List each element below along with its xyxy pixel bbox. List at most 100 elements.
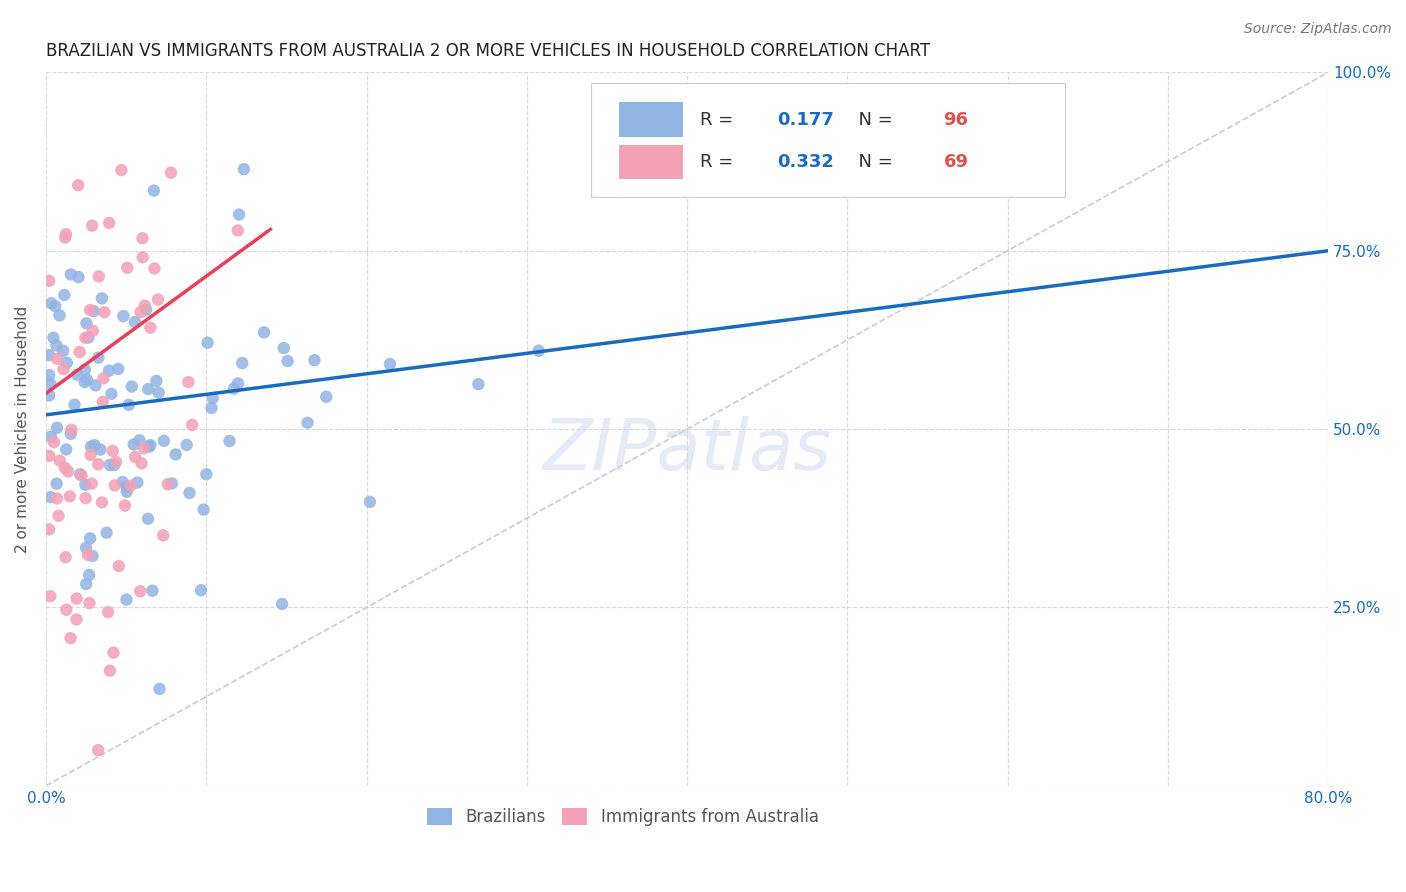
Immigrants from Australia — [52, 362, 75, 376]
Immigrants from Australia — [48, 508, 70, 523]
Brazilians — [359, 495, 381, 509]
Immigrants from Australia — [77, 548, 100, 562]
Brazilians — [115, 484, 138, 499]
Brazilians — [82, 549, 104, 563]
Text: 96: 96 — [943, 111, 969, 128]
Immigrants from Australia — [108, 559, 131, 574]
Brazilians — [271, 597, 294, 611]
Brazilians — [69, 467, 91, 482]
Immigrants from Australia — [131, 456, 153, 470]
Immigrants from Australia — [139, 320, 162, 334]
Immigrants from Australia — [87, 743, 110, 757]
Brazilians — [136, 512, 159, 526]
Brazilians — [46, 421, 69, 435]
Immigrants from Australia — [93, 305, 115, 319]
Brazilians — [44, 299, 66, 313]
Text: N =: N = — [848, 111, 898, 128]
Immigrants from Australia — [114, 499, 136, 513]
Brazilians — [66, 368, 89, 382]
Brazilians — [80, 440, 103, 454]
Brazilians — [122, 437, 145, 451]
Immigrants from Australia — [143, 261, 166, 276]
Text: 0.177: 0.177 — [776, 111, 834, 128]
Text: Source: ZipAtlas.com: Source: ZipAtlas.com — [1244, 22, 1392, 37]
Text: 0.332: 0.332 — [776, 153, 834, 171]
Brazilians — [107, 362, 129, 376]
Brazilians — [232, 162, 254, 177]
Brazilians — [76, 316, 98, 330]
Brazilians — [89, 442, 111, 457]
Brazilians — [87, 351, 110, 365]
Immigrants from Australia — [45, 491, 67, 506]
Brazilians — [218, 434, 240, 448]
Legend: Brazilians, Immigrants from Australia: Brazilians, Immigrants from Australia — [419, 800, 827, 835]
Brazilians — [103, 458, 125, 472]
Brazilians — [231, 356, 253, 370]
Immigrants from Australia — [226, 223, 249, 237]
Brazilians — [226, 376, 249, 391]
Immigrants from Australia — [55, 603, 77, 617]
Brazilians — [200, 401, 222, 415]
Immigrants from Australia — [38, 274, 60, 288]
Brazilians — [127, 475, 149, 490]
Brazilians — [90, 291, 112, 305]
Brazilians — [201, 391, 224, 405]
Brazilians — [195, 467, 218, 482]
Brazilians — [73, 375, 96, 389]
Brazilians — [160, 476, 183, 491]
Brazilians — [38, 368, 60, 382]
Brazilians — [98, 458, 121, 472]
Text: BRAZILIAN VS IMMIGRANTS FROM AUSTRALIA 2 OR MORE VEHICLES IN HOUSEHOLD CORRELATI: BRAZILIAN VS IMMIGRANTS FROM AUSTRALIA 2… — [46, 42, 931, 60]
Brazilians — [378, 357, 401, 371]
Immigrants from Australia — [60, 423, 83, 437]
Brazilians — [115, 480, 138, 494]
Brazilians — [115, 592, 138, 607]
Brazilians — [97, 364, 120, 378]
Brazilians — [228, 208, 250, 222]
Brazilians — [79, 532, 101, 546]
Immigrants from Australia — [120, 478, 142, 492]
Brazilians — [73, 362, 96, 376]
Brazilians — [141, 583, 163, 598]
Brazilians — [77, 330, 100, 344]
Brazilians — [190, 583, 212, 598]
Immigrants from Australia — [129, 305, 152, 319]
Brazilians — [41, 296, 63, 310]
Text: R =: R = — [700, 111, 740, 128]
Text: R =: R = — [700, 153, 740, 171]
Brazilians — [277, 354, 299, 368]
Brazilians — [76, 372, 98, 386]
Brazilians — [527, 343, 550, 358]
Brazilians — [111, 475, 134, 489]
Brazilians — [39, 430, 62, 444]
Brazilians — [38, 388, 60, 402]
Brazilians — [315, 390, 337, 404]
Immigrants from Australia — [87, 457, 110, 471]
Brazilians — [63, 398, 86, 412]
Brazilians — [42, 331, 65, 345]
Text: ZIPatlas: ZIPatlas — [543, 416, 831, 485]
Immigrants from Australia — [104, 455, 127, 469]
Brazilians — [135, 302, 157, 317]
Brazilians — [297, 416, 319, 430]
Brazilians — [197, 335, 219, 350]
Immigrants from Australia — [55, 550, 77, 565]
Brazilians — [75, 541, 97, 555]
Immigrants from Australia — [110, 163, 132, 178]
Brazilians — [118, 398, 141, 412]
Brazilians — [83, 438, 105, 452]
Brazilians — [59, 268, 82, 282]
Brazilians — [83, 304, 105, 318]
Immigrants from Australia — [82, 219, 104, 233]
Immigrants from Australia — [91, 395, 114, 409]
Immigrants from Australia — [160, 166, 183, 180]
Brazilians — [100, 386, 122, 401]
Immigrants from Australia — [117, 260, 139, 275]
Immigrants from Australia — [59, 489, 82, 503]
Immigrants from Australia — [132, 442, 155, 456]
Immigrants from Australia — [80, 476, 103, 491]
Brazilians — [467, 377, 489, 392]
Immigrants from Australia — [75, 331, 97, 345]
Immigrants from Australia — [70, 468, 93, 483]
Brazilians — [67, 270, 90, 285]
